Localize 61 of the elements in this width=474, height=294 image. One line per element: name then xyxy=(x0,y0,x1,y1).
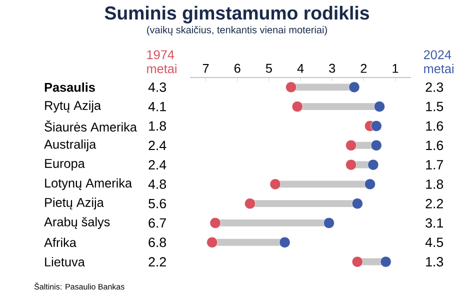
data-label: 4.1 xyxy=(148,102,166,112)
text: 1974 metai xyxy=(147,50,176,74)
data-label: 2.2 xyxy=(426,198,443,208)
point xyxy=(346,140,357,151)
chart-subtitle: (vaikų skaičius, tenkantis vienai moteriai) xyxy=(147,26,327,36)
point xyxy=(348,82,360,93)
x-tick-label: 3 xyxy=(329,64,336,73)
point xyxy=(292,101,303,112)
point xyxy=(206,236,218,248)
data-label: 1.8 xyxy=(426,179,444,189)
data-label: 6.8 xyxy=(148,238,166,248)
x-tick-label: 5 xyxy=(266,64,272,73)
point xyxy=(352,256,363,268)
point xyxy=(374,101,386,112)
data-label: 1.5 xyxy=(426,102,444,112)
data-label: 3.1 xyxy=(426,218,443,228)
point xyxy=(380,256,392,268)
y-tick-label: Afrika xyxy=(44,238,76,248)
x-tick-label: 2 xyxy=(360,64,367,73)
y-tick-label: Lietuva xyxy=(45,257,85,266)
data-label: 4.8 xyxy=(148,179,166,189)
x-tick-label: 6 xyxy=(234,64,240,73)
y-tick-label: Arabų šalys xyxy=(44,217,110,229)
y-tick-label: Pietų Azija xyxy=(45,198,104,210)
y-tick-label: Australija xyxy=(44,139,96,152)
text: Šaltinis: Pasaulio Bankas xyxy=(34,282,124,290)
x-tick-label: 7 xyxy=(202,64,209,73)
data-label: 6.7 xyxy=(148,218,166,228)
point xyxy=(352,198,363,210)
point xyxy=(364,178,376,190)
y-tick-label: Lotynų Amerika xyxy=(45,178,132,190)
y-tick-label: Rytų Azija xyxy=(45,100,102,112)
data-label: 2.3 xyxy=(426,82,444,92)
y-tick-label: Europa xyxy=(45,159,85,170)
point xyxy=(370,140,382,151)
data-label: 4.3 xyxy=(148,82,166,92)
point xyxy=(370,120,382,132)
point xyxy=(368,159,379,170)
point xyxy=(210,217,221,229)
data-label: 1.3 xyxy=(426,257,444,266)
data-label: 1.8 xyxy=(149,121,166,131)
text: 2024 metai xyxy=(424,50,454,74)
point xyxy=(286,82,297,93)
y-tick-label: Šiaurės Amerika xyxy=(44,120,137,132)
y-tick-label: Pasaulis xyxy=(44,82,95,92)
x-tick-label: 1 xyxy=(392,64,398,73)
data-label: 1.6 xyxy=(426,121,444,131)
data-label: 2.2 xyxy=(148,257,166,266)
point xyxy=(244,198,256,210)
point xyxy=(323,217,334,229)
point xyxy=(270,178,281,190)
data-label: 5.6 xyxy=(148,198,166,208)
chart-title: Suminis gimstamumo rodiklis xyxy=(104,6,370,24)
x-tick-label: 4 xyxy=(297,64,304,73)
data-label: 2.4 xyxy=(148,160,166,170)
data-label: 1.7 xyxy=(426,160,443,170)
data-label: 2.4 xyxy=(148,140,166,150)
data-label: 1.6 xyxy=(426,140,444,150)
data-label: 4.5 xyxy=(425,238,444,248)
point xyxy=(279,236,290,248)
point xyxy=(346,159,357,170)
